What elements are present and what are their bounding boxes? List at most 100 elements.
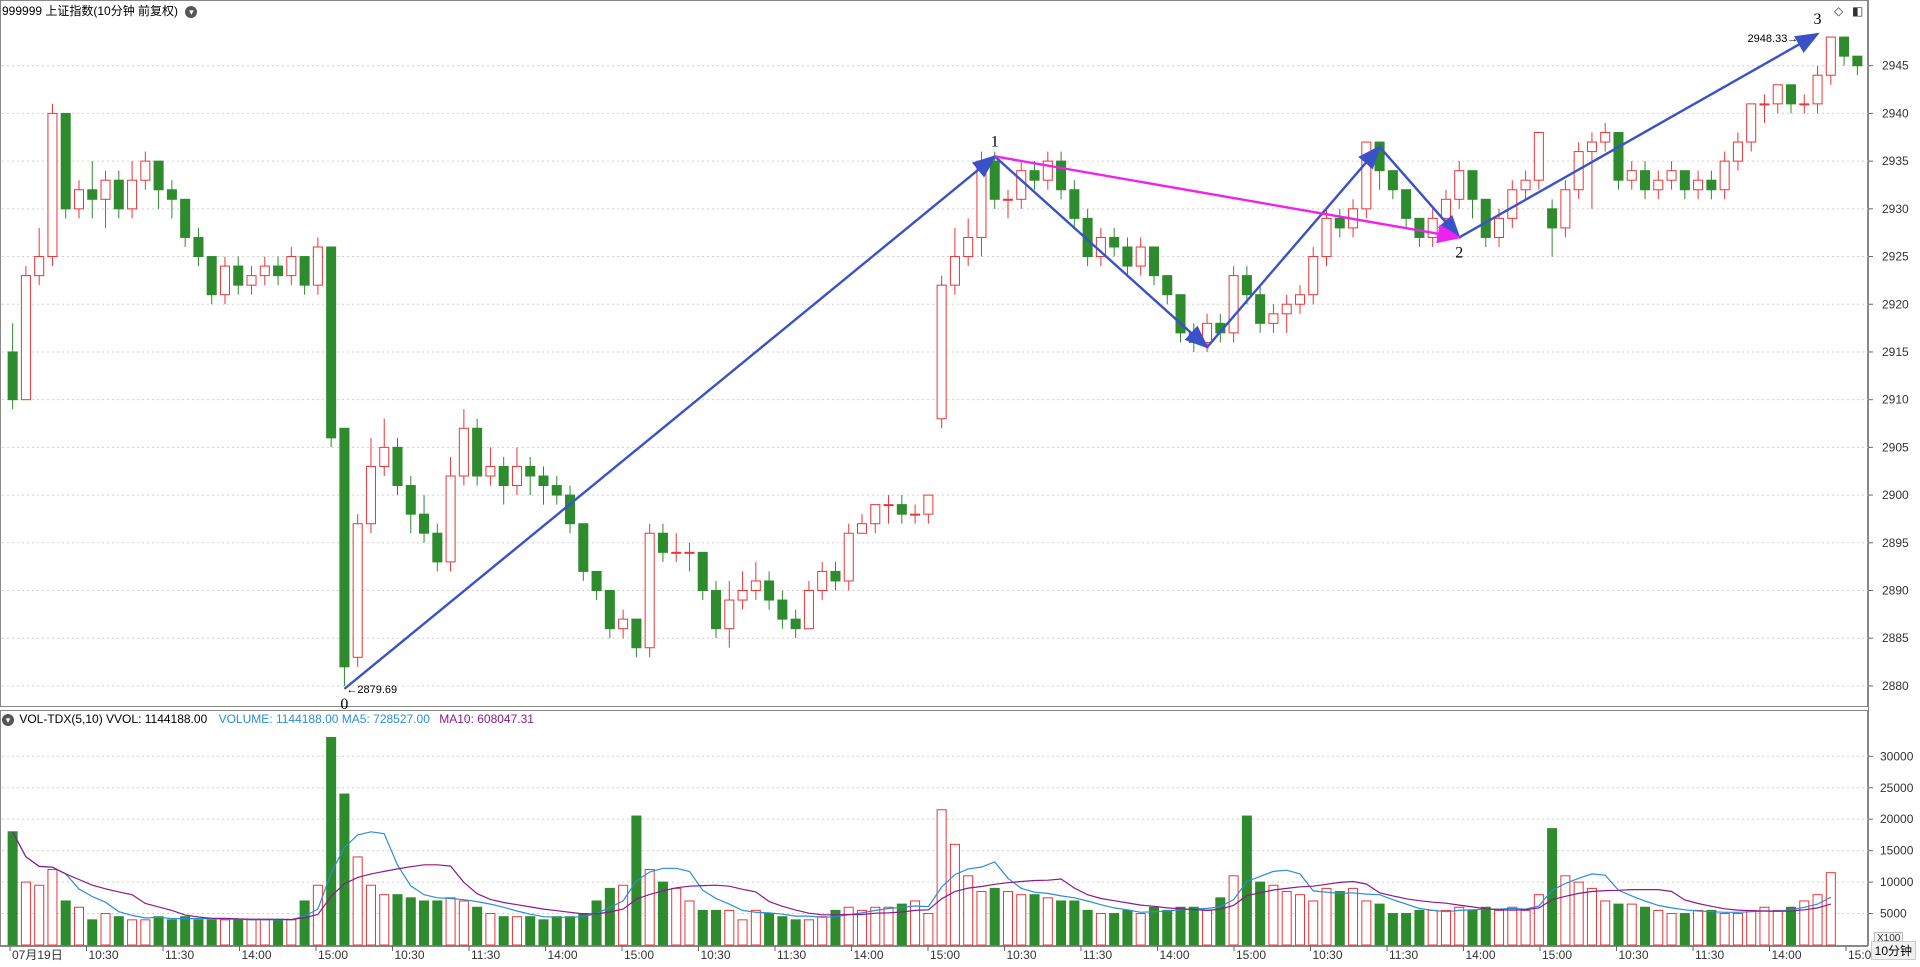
volume-bar — [856, 909, 868, 946]
candle-body — [1653, 179, 1664, 191]
candle-body — [1042, 160, 1053, 181]
price-tick-label: 2885 — [1882, 631, 1909, 645]
x-tick-label: 15:00 — [1542, 948, 1572, 962]
candle-body — [1162, 275, 1173, 296]
volume-bar — [896, 903, 907, 946]
candle-body — [1228, 275, 1239, 334]
candle-body — [870, 504, 881, 525]
candle-body — [392, 446, 403, 487]
volume-bar — [1494, 909, 1505, 946]
candle-body — [1175, 294, 1186, 334]
volume-bar — [1069, 900, 1080, 946]
candle-body — [1533, 132, 1544, 181]
candle-body — [180, 198, 191, 238]
volume-bar — [1109, 913, 1120, 946]
volume-bar — [525, 916, 536, 946]
candle-body — [166, 189, 177, 200]
volume-bar — [127, 919, 138, 946]
volume-bar — [140, 919, 151, 946]
volume-bar — [47, 869, 58, 946]
candle-body — [1839, 36, 1850, 57]
candle-body — [405, 485, 416, 515]
diamond-icon[interactable]: ◇ — [1834, 4, 1844, 18]
volume-bar — [697, 909, 708, 946]
candle-body — [1334, 217, 1345, 229]
candle-body — [697, 551, 708, 591]
period-button[interactable]: 10分钟 — [1870, 941, 1916, 960]
candle-body — [976, 160, 987, 238]
x-tick-label: 10:30 — [395, 948, 425, 962]
candle-body — [1732, 141, 1743, 162]
candle-body — [1586, 141, 1597, 153]
volume-bar — [1202, 909, 1213, 946]
volume-bar — [1016, 894, 1027, 946]
x-tick-label: 10:30 — [1007, 948, 1037, 962]
volume-bar — [1281, 891, 1292, 946]
volume-bar — [910, 900, 921, 946]
candle-body — [498, 465, 509, 487]
wave-arrow — [343, 154, 997, 690]
volume-tick-label: 30000 — [1880, 749, 1914, 763]
x-tick-label: 14:00 — [1466, 948, 1496, 962]
chevron-down-icon[interactable]: ▾ — [185, 5, 198, 18]
volume-bar — [445, 897, 456, 946]
x-tick-label: 11:30 — [1083, 948, 1112, 962]
wave-label: 0 — [340, 696, 348, 713]
x-tick-label: 15:00 — [930, 948, 960, 962]
x-tick-label: 10:30 — [1313, 948, 1343, 962]
volume-bar — [432, 900, 443, 946]
volume-bar — [1255, 881, 1266, 946]
vol-indicator-name: VOL-TDX(5,10) — [19, 712, 103, 726]
volume-bar — [180, 916, 191, 946]
volume-bar — [724, 909, 735, 946]
volume-bar — [1507, 906, 1518, 946]
volume-bar — [591, 900, 602, 946]
x-tick-label: 11:30 — [777, 948, 806, 962]
volume-bar — [1613, 903, 1624, 946]
candle-body — [1135, 246, 1146, 267]
candle-body — [657, 532, 668, 553]
candle-body — [1520, 179, 1531, 191]
volume-bar — [472, 906, 483, 946]
panel-toggle-icon[interactable]: ◧ — [1852, 4, 1864, 18]
volume-bar — [764, 913, 775, 946]
x-tick-label: 11:30 — [1695, 948, 1724, 962]
volume-header: ▾ VOL-TDX(5,10) VVOL: 1144188.00 VOLUME:… — [2, 712, 534, 726]
x-tick-label: 11:30 — [165, 948, 194, 962]
candle-body — [1852, 55, 1863, 67]
volume-bar — [299, 900, 310, 946]
volume-tick-label: 10000 — [1880, 875, 1914, 889]
candle-body — [1679, 170, 1690, 191]
candle-body — [618, 618, 629, 630]
collapse-icon[interactable]: ▾ — [2, 713, 14, 726]
volume-bar — [233, 919, 244, 946]
volume-bar — [193, 919, 204, 946]
wave-arrow — [1378, 146, 1461, 240]
volume-bar — [684, 900, 695, 946]
candle-body — [1401, 189, 1412, 219]
volume-bar — [1454, 906, 1465, 946]
volume-bar — [618, 884, 629, 946]
volume-bar — [1799, 900, 1810, 946]
volume-bar — [379, 894, 390, 946]
candle-body — [379, 446, 390, 467]
volume-bar — [1759, 906, 1770, 946]
candle-body — [193, 236, 204, 258]
candle-body — [458, 427, 469, 477]
volume-bar — [976, 891, 987, 946]
volume-bar — [923, 913, 934, 946]
volume-bar — [1666, 913, 1677, 946]
volume-bar — [352, 856, 363, 946]
volume-panel-frame — [0, 710, 1868, 946]
candle-body — [1494, 217, 1505, 238]
volume-bar — [60, 900, 71, 946]
x-tick-label: 14:00 — [1772, 948, 1802, 962]
candle-body — [246, 275, 257, 286]
candle-body — [1759, 103, 1770, 106]
candle-body — [100, 179, 111, 200]
candle-body — [936, 284, 947, 420]
x-tick-label: 10:30 — [701, 948, 731, 962]
volume-bar — [1361, 900, 1372, 946]
volume-bar — [113, 916, 124, 946]
